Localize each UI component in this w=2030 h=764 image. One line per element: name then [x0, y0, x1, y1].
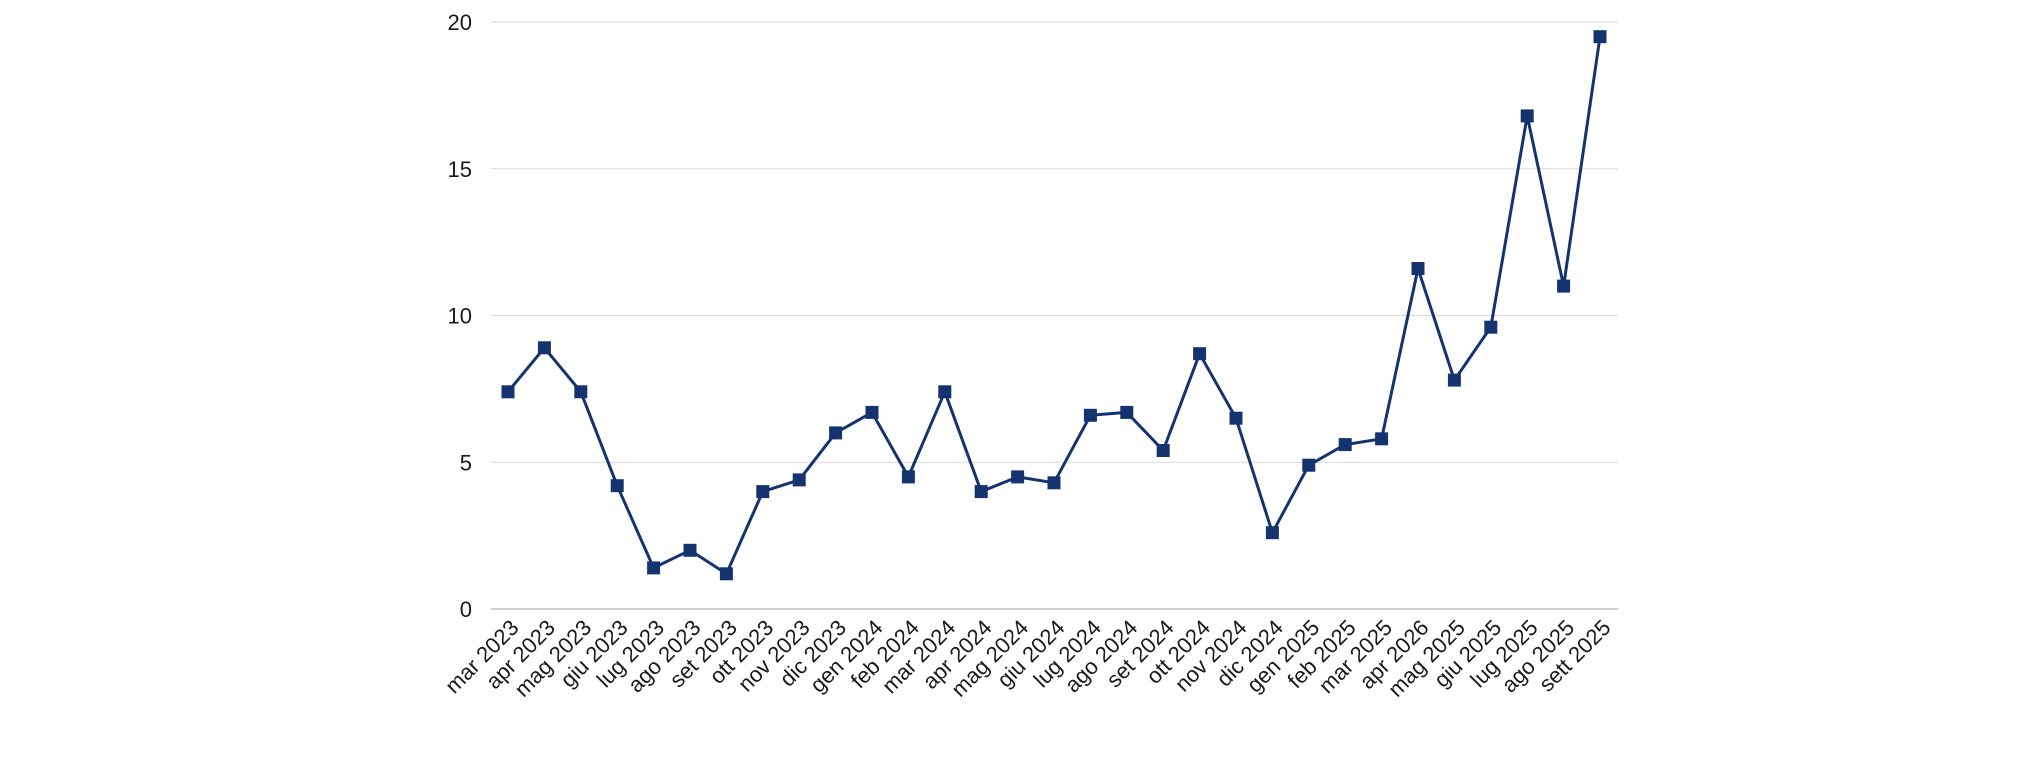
- y-axis-tick-labels: 0 5 10 15 20: [448, 10, 472, 622]
- data-points: [501, 30, 1607, 581]
- data-point-marker: [1120, 405, 1134, 419]
- data-point-marker: [829, 426, 843, 440]
- data-point-marker: [1193, 347, 1207, 361]
- y-tick-label: 20: [448, 10, 472, 35]
- data-point-marker: [1265, 526, 1279, 540]
- data-point-marker: [974, 485, 988, 499]
- series-line: [506, 36, 1602, 576]
- data-point-marker: [719, 567, 733, 581]
- data-point-marker: [938, 385, 952, 399]
- y-tick-label: 10: [448, 304, 472, 329]
- data-point-marker: [1083, 408, 1097, 422]
- data-point-marker: [1047, 476, 1061, 490]
- data-point-marker: [501, 385, 515, 399]
- data-point-marker: [1302, 458, 1316, 472]
- data-point-marker: [792, 473, 806, 487]
- y-tick-label: 5: [460, 450, 472, 475]
- data-point-marker: [1557, 279, 1571, 293]
- data-point-marker: [1593, 30, 1607, 44]
- data-point-marker: [574, 385, 588, 399]
- data-point-marker: [683, 543, 697, 557]
- data-point-marker: [756, 485, 770, 499]
- data-point-marker: [1338, 438, 1352, 452]
- data-point-marker: [1447, 373, 1461, 387]
- data-point-marker: [1520, 109, 1534, 123]
- grid-lines: [491, 21, 1618, 463]
- data-point-marker: [610, 479, 624, 493]
- data-point-marker: [1011, 470, 1025, 484]
- data-point-marker: [537, 341, 551, 355]
- y-tick-label: 0: [460, 597, 472, 622]
- data-point-marker: [1156, 444, 1170, 457]
- y-tick-label: 15: [448, 157, 472, 182]
- data-point-marker: [1484, 320, 1498, 334]
- data-point-marker: [1411, 262, 1425, 275]
- data-point-marker: [865, 405, 879, 419]
- data-point-marker: [901, 470, 915, 484]
- data-point-marker: [1375, 432, 1389, 446]
- data-point-marker: [1229, 411, 1243, 425]
- data-point-marker: [647, 561, 661, 575]
